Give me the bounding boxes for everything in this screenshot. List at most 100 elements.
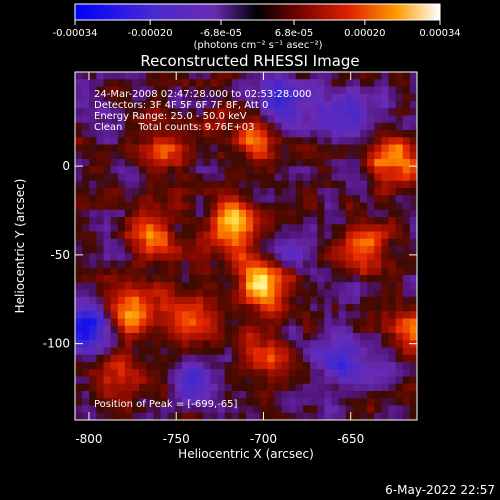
heatmap-cell (196, 159, 204, 167)
heatmap-cell (253, 79, 261, 88)
heatmap-cell (281, 108, 290, 117)
heatmap-cell (288, 202, 297, 211)
heatmap-cell (238, 224, 247, 233)
heatmap-cell (317, 151, 325, 160)
heatmap-cell (75, 195, 83, 204)
heatmap-cell (246, 260, 254, 269)
heatmap-cell (274, 318, 283, 327)
heatmap-cell (196, 253, 204, 262)
heatmap-cell (352, 238, 361, 247)
heatmap-cell (395, 188, 404, 196)
heatmap-cell (395, 224, 404, 233)
heatmap-cell (402, 93, 411, 102)
heatmap-cell (367, 260, 375, 269)
heatmap-cell (167, 304, 176, 312)
heatmap-cell (260, 362, 268, 370)
heatmap-cell (167, 311, 176, 320)
heatmap-cell (181, 217, 190, 225)
heatmap-cell (181, 333, 190, 341)
heatmap-cell (82, 275, 90, 283)
heatmap-cell (310, 173, 318, 182)
heatmap-cell (303, 159, 311, 167)
heatmap-cell (189, 238, 197, 247)
heatmap-cell (146, 137, 154, 146)
heatmap-cell (303, 260, 311, 269)
heatmap-cell (288, 137, 297, 146)
heatmap-cell (303, 224, 311, 233)
heatmap-cell (146, 151, 154, 160)
heatmap-cell (381, 376, 390, 385)
heatmap-cell (360, 151, 368, 160)
heatmap-cell (274, 231, 283, 240)
heatmap-cell (217, 398, 226, 407)
heatmap-cell (132, 369, 140, 378)
heatmap-cell (103, 362, 112, 370)
heatmap-cell (402, 137, 411, 146)
heatmap-cell (217, 296, 226, 305)
heatmap-cell (146, 72, 154, 80)
heatmap-cell (331, 144, 340, 153)
heatmap-cell (181, 195, 190, 204)
heatmap-cell (288, 362, 297, 370)
heatmap-cell (317, 217, 325, 225)
heatmap-cell (89, 391, 97, 399)
heatmap-cell (352, 217, 361, 225)
heatmap-cell (146, 333, 154, 341)
heatmap-cell (338, 412, 347, 420)
heatmap-cell (238, 391, 247, 399)
heatmap-cell (409, 144, 417, 153)
heatmap-cell (89, 79, 97, 88)
heatmap-cell (331, 86, 340, 95)
heatmap-cell (317, 318, 325, 327)
heatmap-cell (324, 108, 333, 117)
heatmap-cell (217, 405, 226, 414)
heatmap-cell (146, 115, 154, 124)
heatmap-cell (388, 93, 397, 102)
heatmap-cell (117, 72, 126, 80)
heatmap-cell (110, 296, 119, 305)
heatmap-cell (246, 86, 254, 95)
heatmap-cell (117, 209, 126, 218)
heatmap-cell (110, 122, 119, 131)
heatmap-cell (338, 304, 347, 312)
heatmap-cell (246, 347, 254, 356)
heatmap-cell (75, 86, 83, 95)
heatmap-cell (181, 311, 190, 320)
heatmap-cell (352, 224, 361, 233)
heatmap-cell (409, 282, 417, 291)
heatmap-cell (153, 195, 162, 204)
heatmap-cell (89, 325, 97, 334)
heatmap-cell (196, 195, 204, 204)
heatmap-cell (317, 267, 325, 276)
heatmap-cell (360, 209, 368, 218)
heatmap-cell (217, 166, 226, 175)
annotation-detectors: Detectors: 3F 4F 5F 6F 7F 8F, Att 0 (94, 100, 268, 111)
heatmap-cell (402, 173, 411, 182)
heatmap-cell (117, 122, 126, 131)
heatmap-cell (402, 282, 411, 291)
heatmap-cell (117, 224, 126, 233)
heatmap-cell (132, 391, 140, 399)
heatmap-cell (409, 209, 417, 218)
y-axis-ticks: 0-50-100 (43, 159, 417, 351)
heatmap-cell (324, 209, 333, 218)
colorbar (74, 3, 441, 21)
heatmap-cell (203, 376, 211, 385)
heatmap-cell (402, 238, 411, 247)
heatmap-cell (274, 304, 283, 312)
annotations: 24-Mar-2008 02:47:28.000 to 02:53:28.000… (94, 89, 312, 410)
heatmap-cell (317, 144, 325, 153)
heatmap-cell (160, 282, 169, 291)
heatmap-cell (331, 391, 340, 399)
heatmap-cell (317, 246, 325, 254)
heatmap-cell (367, 122, 375, 131)
heatmap-cell (253, 144, 261, 153)
heatmap-cell (224, 304, 233, 312)
heatmap-cell (374, 333, 382, 341)
heatmap-cell (253, 217, 261, 225)
heatmap-cell (224, 412, 233, 420)
heatmap-cell (360, 362, 368, 370)
heatmap-cell (231, 93, 240, 102)
heatmap-cell (324, 391, 333, 399)
heatmap-cell (274, 405, 283, 414)
